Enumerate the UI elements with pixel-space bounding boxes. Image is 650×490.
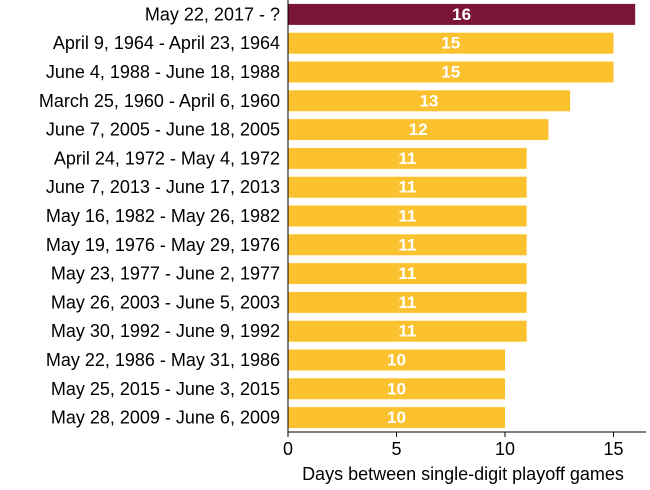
category-label: April 9, 1964 - April 23, 1964 — [53, 33, 280, 53]
bar — [288, 234, 527, 256]
bar — [288, 349, 505, 371]
data-label: 15 — [441, 34, 460, 53]
data-label: 10 — [387, 351, 406, 370]
category-label: May 30, 1992 - June 9, 1992 — [51, 321, 280, 341]
category-label: May 28, 2009 - June 6, 2009 — [51, 408, 280, 428]
bar — [288, 3, 636, 25]
x-axis-title: Days between single-digit playoff games — [302, 464, 624, 484]
bar — [288, 291, 527, 313]
bar — [288, 61, 614, 83]
data-label: 13 — [420, 91, 439, 110]
bar — [288, 320, 527, 342]
category-label: June 7, 2005 - June 18, 2005 — [46, 120, 280, 140]
bar — [288, 119, 549, 141]
bar — [288, 263, 527, 285]
category-label: May 22, 1986 - May 31, 1986 — [46, 350, 280, 370]
data-label: 11 — [398, 293, 416, 312]
category-label: May 26, 2003 - June 5, 2003 — [51, 292, 280, 312]
bar — [288, 90, 571, 112]
x-tick-label: 15 — [603, 439, 623, 459]
category-label: June 4, 1988 - June 18, 1988 — [46, 62, 280, 82]
data-label: 16 — [452, 5, 471, 24]
x-tick-label: 10 — [495, 439, 515, 459]
category-label: March 25, 1960 - April 6, 1960 — [39, 91, 280, 111]
category-labels: May 22, 2017 - ? April 9, 1964 - April 23… — [39, 4, 280, 427]
category-label: June 7, 2013 - June 17, 2013 — [46, 177, 280, 197]
data-label: 12 — [409, 120, 428, 139]
bar — [288, 176, 527, 198]
category-label: May 19, 1976 - May 29, 1976 — [46, 235, 280, 255]
data-label: 10 — [387, 379, 406, 398]
bar — [288, 32, 614, 54]
data-label: 15 — [441, 63, 460, 82]
bars — [288, 3, 636, 429]
x-tick-label: 0 — [283, 439, 293, 459]
data-label: 11 — [398, 207, 416, 226]
x-tick-label: 5 — [391, 439, 401, 459]
bar — [288, 407, 505, 429]
data-label: 10 — [387, 408, 406, 427]
category-label: May 25, 2015 - June 3, 2015 — [51, 379, 280, 399]
bar — [288, 205, 527, 227]
category-label: May 23, 1977 - June 2, 1977 — [51, 264, 280, 284]
bar — [288, 378, 505, 400]
x-axis-ticks: 0 5 10 15 — [283, 432, 624, 459]
category-label: May 16, 1982 - May 26, 1982 — [46, 206, 280, 226]
data-label: 11 — [398, 235, 416, 254]
data-label: 11 — [398, 322, 416, 341]
data-label: 11 — [398, 149, 416, 168]
category-label: May 22, 2017 - ? — [145, 4, 280, 24]
data-label: 11 — [398, 264, 416, 283]
category-label: April 24, 1972 - May 4, 1972 — [54, 148, 280, 168]
data-label: 11 — [398, 178, 416, 197]
bar — [288, 147, 527, 169]
